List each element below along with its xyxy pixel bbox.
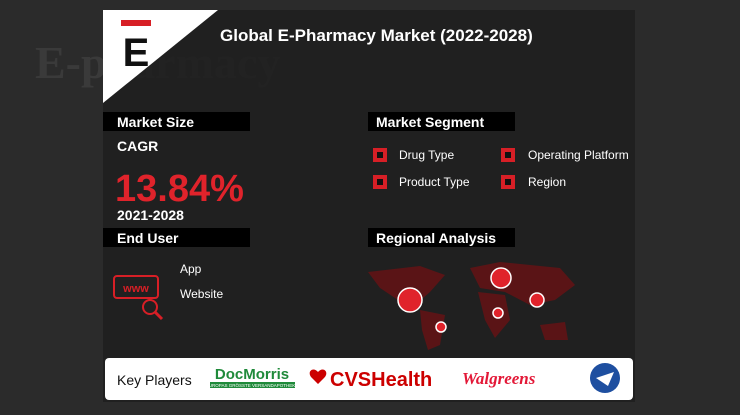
heading: Market Segment — [376, 114, 484, 130]
heading: End User — [117, 230, 179, 246]
region-dot — [435, 321, 447, 333]
bullet-inner — [505, 152, 511, 158]
segment-list: Drug Type Operating Platform Product Typ… — [373, 148, 629, 189]
key-players-bar — [105, 358, 633, 400]
icon-frame — [113, 275, 159, 299]
australia — [540, 322, 568, 340]
region-dot — [529, 292, 545, 308]
docmorris-band — [210, 382, 295, 388]
segment-item: Region — [528, 175, 566, 189]
heading-box — [103, 112, 250, 131]
player-docmorris: DocMorris — [215, 366, 289, 383]
player-logo-mark — [596, 372, 614, 386]
logo-bar — [121, 20, 151, 26]
region-dot — [490, 267, 512, 289]
cagr-label: CAGR — [117, 138, 158, 154]
player-cvs: CVSHealth — [330, 369, 432, 391]
end-user-item: Website — [180, 287, 223, 301]
bullet-inner — [377, 179, 383, 185]
magnifier — [142, 299, 158, 315]
heading: Regional Analysis — [376, 230, 496, 246]
key-players-heading: Key Players — [117, 372, 192, 388]
segment-item: Product Type — [399, 175, 470, 189]
region-dot — [492, 307, 504, 319]
www-icon: www — [113, 275, 164, 321]
logo-triangle — [103, 10, 218, 103]
heading-box — [103, 228, 250, 247]
heading-box — [368, 228, 515, 247]
logo: E — [123, 31, 150, 75]
segment-item: Drug Type — [399, 148, 454, 162]
magnifier-handle — [153, 310, 164, 321]
cvs-heart — [309, 369, 327, 384]
heading: Market Size — [117, 114, 194, 130]
bullet-inner — [377, 152, 383, 158]
south-america — [420, 310, 445, 350]
bullet-inner — [505, 179, 511, 185]
north-america — [368, 266, 445, 305]
region-dot — [397, 287, 423, 313]
world-map — [368, 262, 575, 350]
docmorris-tagline: EUROPAS GRÖSSTE VERSANDAPOTHEKE — [206, 382, 298, 388]
segment-item: Operating Platform — [528, 148, 629, 162]
cagr-value: 13.84% — [115, 168, 244, 210]
end-user-item: App — [180, 262, 202, 276]
period: 2021-2028 — [117, 207, 184, 223]
heading-box — [368, 112, 515, 131]
player-walgreens: Walgreens — [462, 369, 536, 388]
icon-text: www — [122, 283, 149, 295]
title: Global E-Pharmacy Market (2022-2028) — [220, 26, 533, 45]
